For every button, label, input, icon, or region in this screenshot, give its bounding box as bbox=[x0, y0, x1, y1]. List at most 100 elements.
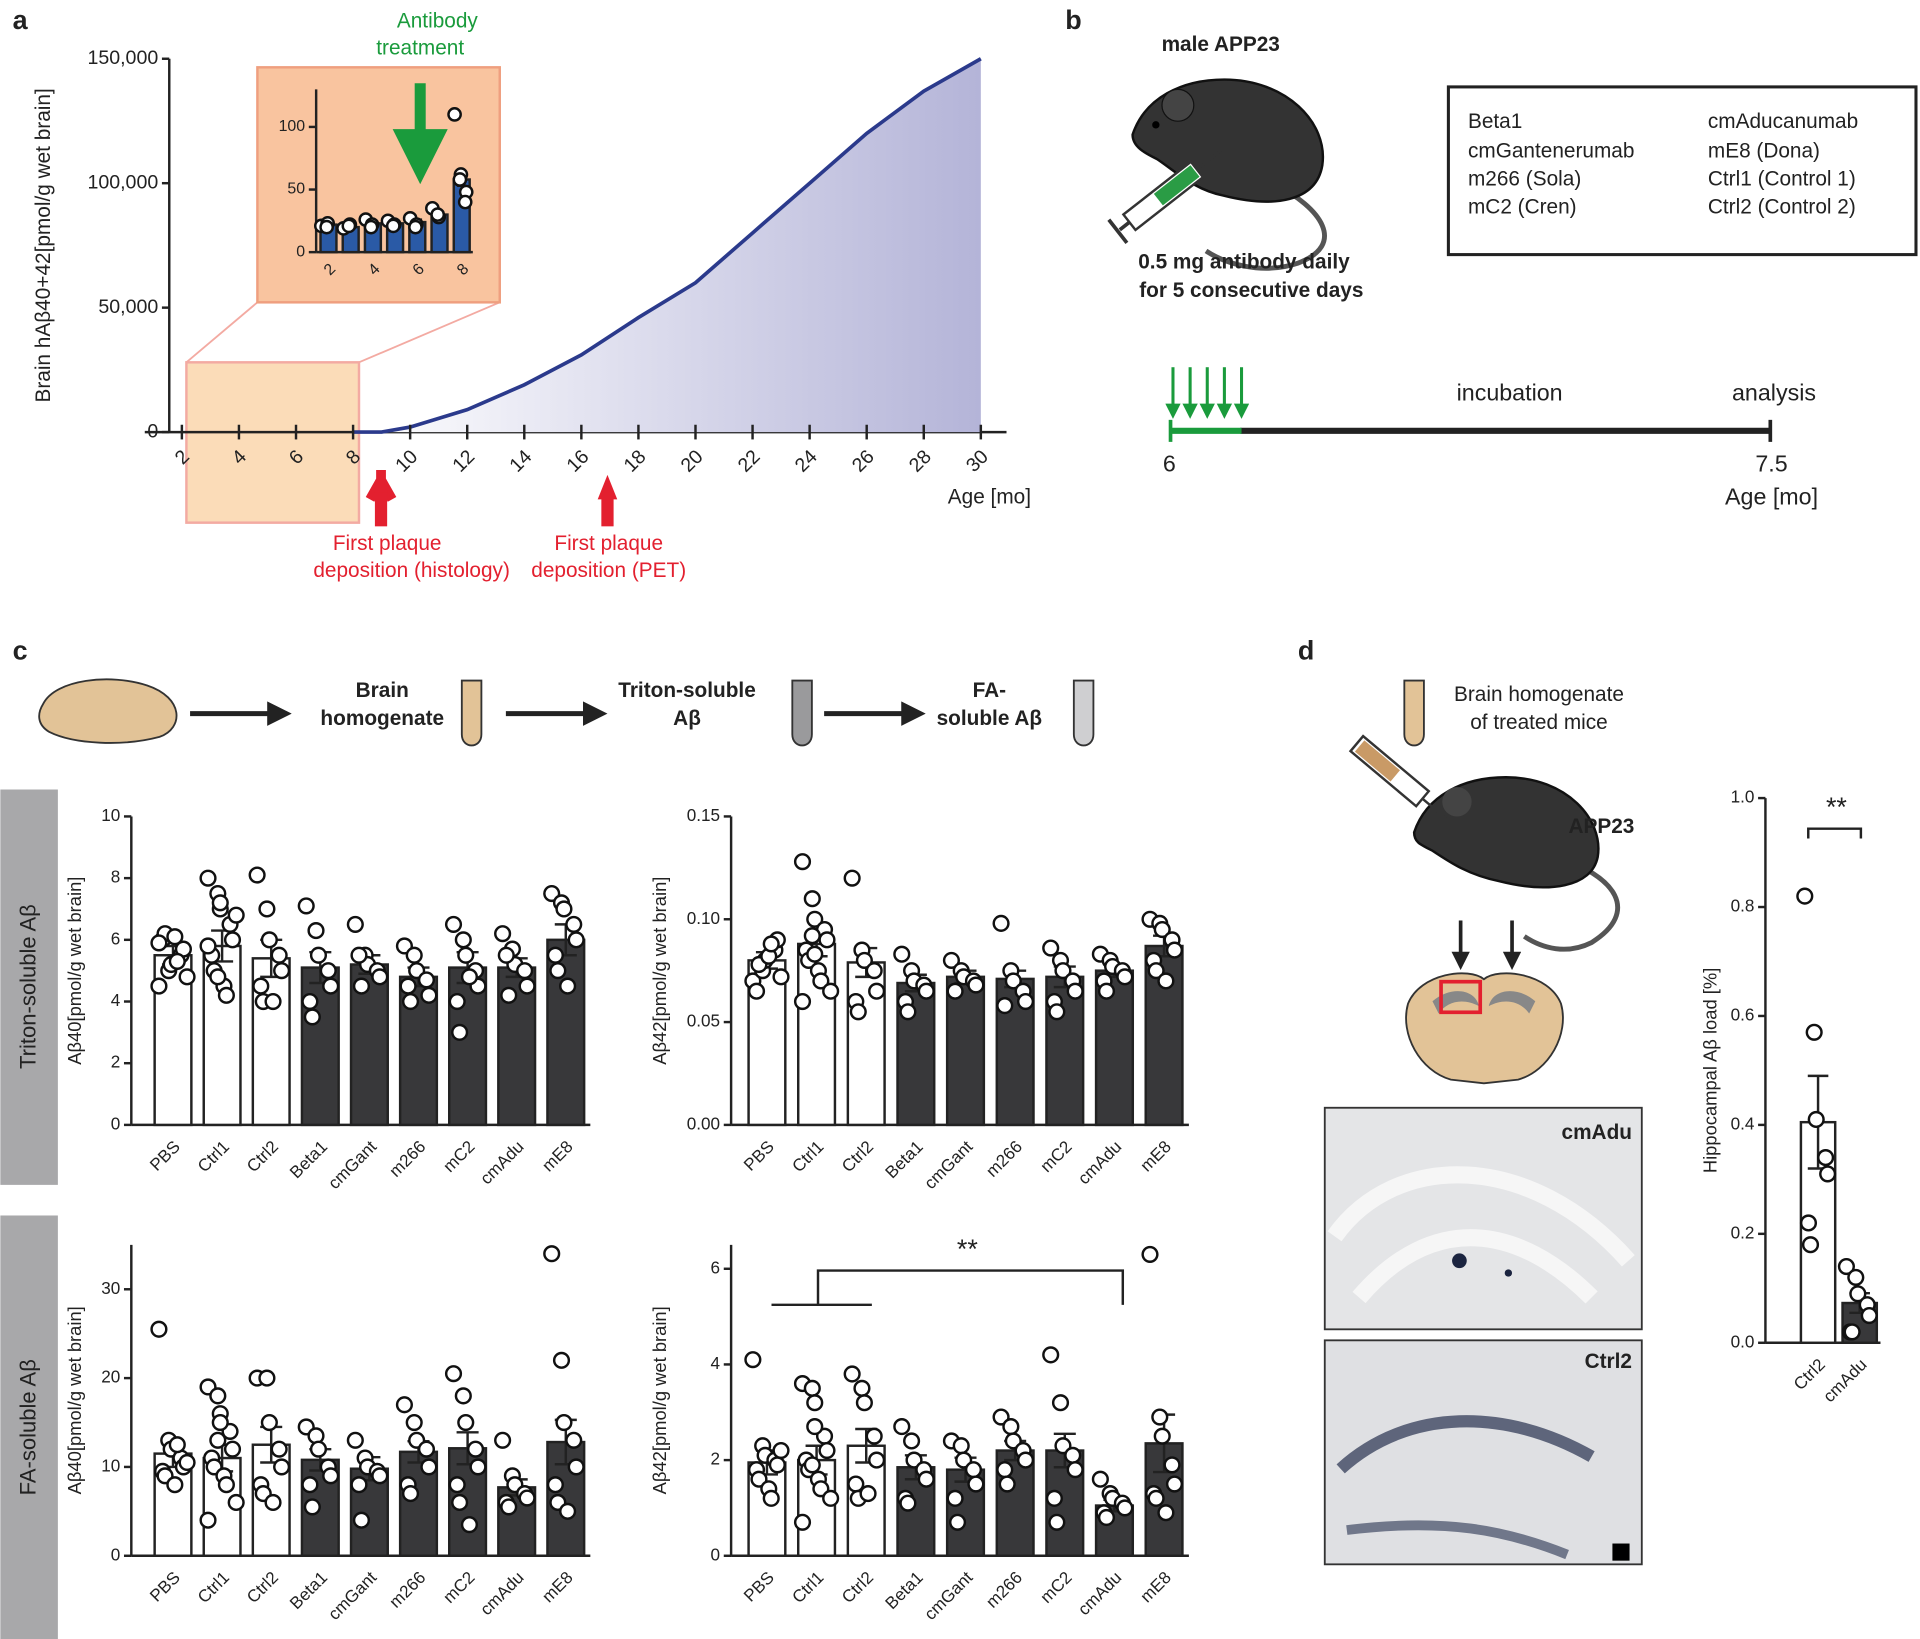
step: Aβ bbox=[673, 707, 701, 730]
data-point bbox=[1805, 1023, 1823, 1041]
y-tick-label: 50,000 bbox=[98, 296, 158, 318]
antibody: cmGantenerumab bbox=[1468, 139, 1634, 162]
data-point bbox=[260, 931, 278, 949]
x-tick-label: mC2 bbox=[1036, 1567, 1076, 1607]
data-point bbox=[301, 992, 319, 1011]
data-point bbox=[1054, 962, 1072, 980]
x-tick-label: mC2 bbox=[1036, 1136, 1076, 1176]
x-tick-label: Beta1 bbox=[881, 1567, 927, 1613]
y-tick-label: 2 bbox=[111, 1052, 121, 1072]
tube bbox=[1072, 679, 1095, 747]
data-point bbox=[1860, 1306, 1878, 1325]
x-axis-label: Age [mo] bbox=[948, 486, 1031, 509]
data-point bbox=[258, 900, 276, 918]
row-band bbox=[0, 789, 58, 1185]
data-point bbox=[946, 982, 964, 1000]
data-point bbox=[448, 992, 466, 1011]
data-point bbox=[793, 853, 812, 871]
data-point bbox=[454, 1387, 472, 1405]
x-tick-label: m266 bbox=[385, 1136, 429, 1180]
panel-b: b male APP23 0.5 mg antibody daily for 5… bbox=[1065, 5, 1918, 509]
y-tick-label: 0.05 bbox=[687, 1011, 720, 1031]
y-tick-label: 0.8 bbox=[1731, 896, 1755, 916]
x-tick-label: 12 bbox=[448, 446, 479, 477]
syringe bbox=[1107, 149, 1222, 244]
panel-a: a Antibody treatment First plaque deposi… bbox=[13, 5, 687, 582]
data-point bbox=[1837, 1257, 1855, 1276]
data-point bbox=[1153, 1427, 1171, 1445]
data-point bbox=[1843, 1323, 1861, 1341]
data-point bbox=[500, 1498, 518, 1516]
x-tick-label: cmGant bbox=[920, 1567, 977, 1624]
data-point bbox=[460, 1516, 478, 1534]
data-point bbox=[399, 977, 417, 995]
arrow bbox=[374, 492, 388, 527]
x-tick-label: Ctrl2 bbox=[837, 1567, 877, 1607]
step: Brain bbox=[356, 679, 409, 702]
bar bbox=[846, 961, 886, 1127]
data-point bbox=[1163, 1456, 1181, 1474]
timeline-label: 6 bbox=[1163, 450, 1176, 476]
y-axis-label: Aβ42[pmol/g wet brain] bbox=[649, 1306, 670, 1494]
data-point bbox=[1016, 992, 1035, 1011]
chart: 0 2 4 6 Aβ42[pmol/g wet brain] PBS Ctrl1 Ctrl2 B… bbox=[649, 1234, 1189, 1624]
data-point bbox=[546, 1476, 564, 1494]
x-tick-label: 22 bbox=[734, 446, 765, 477]
data-point bbox=[803, 1456, 821, 1474]
data-point bbox=[552, 1351, 571, 1369]
data-point bbox=[1016, 1451, 1035, 1469]
data-point bbox=[209, 968, 227, 986]
antibody: m266 (Sola) bbox=[1468, 167, 1581, 190]
data-point bbox=[1157, 1504, 1175, 1522]
y-tick-label: 30 bbox=[101, 1278, 120, 1298]
data-point bbox=[444, 915, 463, 933]
panel-c: c Brain homogenate Triton-soluble Aβ FA-… bbox=[0, 636, 1095, 1639]
data-point bbox=[772, 968, 790, 986]
plaque bbox=[1504, 1269, 1513, 1277]
data-point bbox=[307, 922, 325, 940]
data-point bbox=[555, 900, 573, 918]
data-point bbox=[211, 894, 229, 912]
data-point bbox=[967, 976, 985, 994]
y-tick-label: 100 bbox=[279, 118, 306, 135]
data-point bbox=[211, 1413, 229, 1432]
y-tick-label: 0 bbox=[111, 1113, 121, 1133]
x-tick-label: 16 bbox=[562, 446, 593, 477]
data-point bbox=[297, 897, 315, 915]
chart: 0 50,000 100,000 150,000 Brain hAβ40+42[pmol… bbox=[32, 47, 1031, 509]
x-tick-label: PBS bbox=[146, 1136, 184, 1174]
panel-label: a bbox=[13, 5, 29, 35]
y-tick-label: 0 bbox=[296, 243, 305, 260]
antibody: mE8 (Dona) bbox=[1708, 139, 1820, 162]
data-point bbox=[454, 931, 472, 949]
data-point bbox=[1165, 941, 1184, 959]
data-point bbox=[385, 218, 401, 234]
y-tick-label: 150,000 bbox=[87, 47, 158, 69]
data-point bbox=[217, 1476, 235, 1494]
data-point bbox=[303, 1008, 321, 1026]
chart: 0.0 0.2 0.4 0.6 0.8 1.0 Hippocampal Aβ load [%… bbox=[1699, 787, 1881, 1406]
data-point bbox=[917, 982, 935, 1000]
data-point bbox=[803, 890, 821, 908]
data-point bbox=[1042, 1346, 1060, 1364]
x-tick-label: cmAdu bbox=[476, 1136, 528, 1188]
data-point bbox=[546, 946, 564, 964]
data-point bbox=[518, 1489, 536, 1507]
chart: 0 10 20 30 Aβ40[pmol/g wet brain] PBS Ctrl1 Ctr… bbox=[64, 1244, 591, 1624]
data-point bbox=[447, 107, 462, 122]
data-point bbox=[806, 945, 824, 963]
data-point bbox=[1157, 972, 1175, 990]
antibody-box bbox=[1446, 85, 1918, 257]
plaques bbox=[1336, 1415, 1595, 1474]
annotation: First plaque bbox=[554, 532, 663, 555]
data-point bbox=[822, 1489, 840, 1507]
data-point bbox=[1066, 1461, 1084, 1479]
data-point bbox=[1847, 1268, 1865, 1286]
y-tick-label: 4 bbox=[711, 1353, 721, 1373]
data-point bbox=[744, 1351, 762, 1369]
data-point bbox=[549, 962, 567, 980]
panel-d: d Brain homogenate of treated mice APP23… bbox=[1298, 636, 1643, 1566]
data-point bbox=[1045, 1489, 1063, 1507]
x-tick-label: mE8 bbox=[1136, 1136, 1175, 1175]
